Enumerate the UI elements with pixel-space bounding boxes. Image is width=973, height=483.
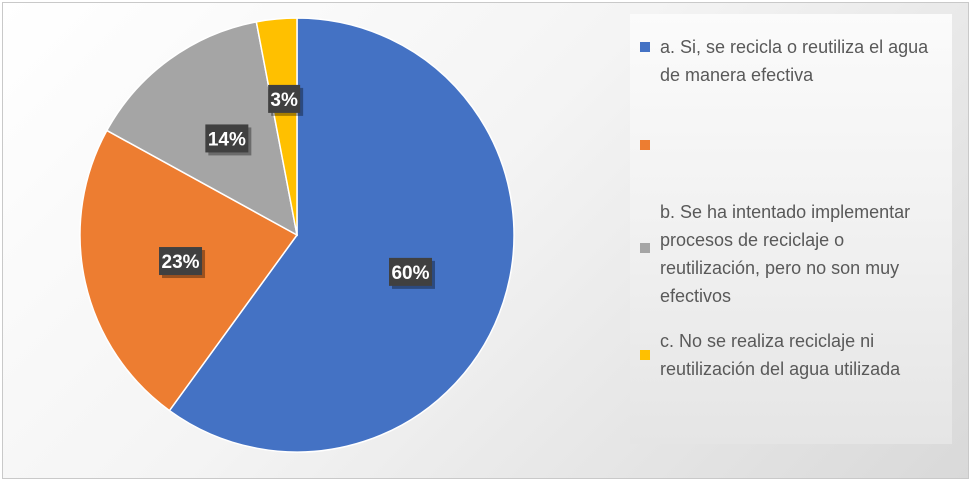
data-label-box (159, 247, 203, 276)
pie-slice (168, 17, 515, 453)
legend-background (630, 14, 952, 444)
data-label-text: 23% (162, 252, 200, 273)
legend-swatch (640, 140, 650, 150)
data-label-box (268, 84, 301, 113)
pie-slice (105, 20, 299, 237)
legend-label: b. Se ha intentado implementar procesos … (660, 202, 911, 306)
data-label-text: 3% (270, 90, 298, 111)
data-label: 60% (389, 257, 436, 289)
data-label: 3% (268, 84, 304, 116)
data-label: 14% (205, 124, 252, 156)
data-label-box (205, 124, 249, 153)
legend-swatch (640, 42, 650, 52)
pie-slices (79, 17, 515, 453)
legend-label: a. Si, se recicla o reutiliza el agua de… (660, 37, 929, 85)
data-label-text: 60% (391, 263, 429, 284)
data-label-box (389, 257, 433, 286)
data-label-text: 14% (208, 129, 246, 150)
legend-label: c. No se realiza reciclaje ni reutilizac… (660, 331, 901, 379)
legend-swatch (640, 243, 650, 253)
pie-data-labels: 60% 23% 14% 3% (159, 84, 436, 289)
legend-swatch (640, 350, 650, 360)
data-label: 23% (159, 247, 206, 279)
pie-slice (255, 17, 298, 236)
